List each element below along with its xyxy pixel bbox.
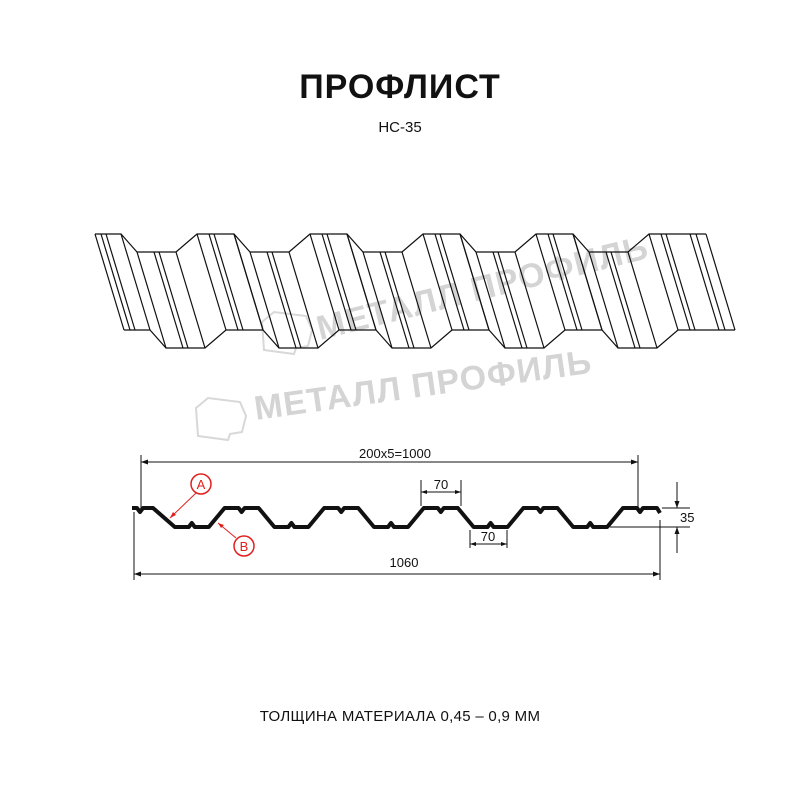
sheet-groove-line <box>695 233 726 331</box>
sheet-groove-line <box>213 233 244 331</box>
sheet-fold-line <box>705 233 736 331</box>
sheet-fold-line <box>514 251 545 349</box>
sheet-groove-line <box>326 233 357 331</box>
sheet-groove-line <box>153 251 184 349</box>
sheet-fold-line <box>94 233 125 331</box>
sheet-fold-line <box>572 233 603 331</box>
sheet-groove-line <box>105 233 136 331</box>
sheet-bottom-edge <box>124 329 735 349</box>
sheet-fold-line <box>627 251 658 349</box>
sheet-groove-line <box>321 233 352 331</box>
dimension-arrows <box>134 459 680 577</box>
sheet-groove-line <box>434 233 465 331</box>
sheet-fold-line <box>588 251 619 349</box>
sheet-groove-line <box>439 233 470 331</box>
sheet-fold-line <box>309 233 340 331</box>
sheet-fold-line <box>422 233 453 331</box>
sheet-fold-line <box>120 233 151 331</box>
bottom-rib-width-label: 70 <box>481 529 495 544</box>
callout-a: A <box>169 473 212 519</box>
sheet-groove-line <box>497 251 528 349</box>
sheet-fold-line <box>459 233 490 331</box>
sheet-fold-line <box>401 251 432 349</box>
sheet-top-edge <box>95 233 706 253</box>
sheet-fold-line <box>346 233 377 331</box>
page-title: ПРОФЛИСТ <box>299 68 501 106</box>
height-label: 35 <box>680 510 694 525</box>
sheet-groove-line <box>547 233 578 331</box>
sheet-groove-line <box>660 233 691 331</box>
sheet-groove-line <box>492 251 523 349</box>
sheet-fold-line <box>233 233 264 331</box>
sheet-fold-line <box>475 251 506 349</box>
watermark-bottom: МЕТАЛЛ ПРОФИЛЬ <box>194 343 595 442</box>
dimension-lines <box>133 455 690 580</box>
sheet-fold-line <box>249 251 280 349</box>
sheet-fold-line <box>362 251 393 349</box>
sheet-groove-line <box>610 251 641 349</box>
sheet-groove-line <box>208 233 239 331</box>
sheet-fold-line <box>535 233 566 331</box>
sheet-groove-line <box>384 251 415 349</box>
sheet-fold-line <box>175 251 206 349</box>
useful-width-label: 200x5=1000 <box>359 446 431 461</box>
sheet-groove-line <box>379 251 410 349</box>
profile-outline <box>132 506 662 529</box>
sheet-groove-line <box>266 251 297 349</box>
sheet-fold-line <box>648 233 679 331</box>
material-thickness-note: ТОЛЩИНА МАТЕРИАЛА 0,45 – 0,9 ММ <box>259 708 541 725</box>
callout-b: B <box>217 522 255 557</box>
top-rib-width-label: 70 <box>434 477 448 492</box>
sheet-perspective-view <box>94 233 736 349</box>
sheet-fold-line <box>196 233 227 331</box>
sheet-fold-line <box>288 251 319 349</box>
sheet-groove-line <box>271 251 302 349</box>
sheet-groove-line <box>100 233 131 331</box>
model-label: НС-35 <box>378 119 422 136</box>
sheet-groove-line <box>665 233 696 331</box>
sheet-groove-line <box>605 251 636 349</box>
overall-width-label: 1060 <box>390 555 419 570</box>
svg-text:МЕТАЛЛ ПРОФИЛЬ: МЕТАЛЛ ПРОФИЛЬ <box>252 343 595 428</box>
sheet-groove-line <box>689 233 720 331</box>
sheet-fold-line <box>136 251 167 349</box>
sheet-cross-section <box>132 506 662 529</box>
sheet-groove-line <box>552 233 583 331</box>
svg-text:A: A <box>197 477 206 492</box>
svg-text:B: B <box>240 539 249 554</box>
sheet-groove-line <box>158 251 189 349</box>
